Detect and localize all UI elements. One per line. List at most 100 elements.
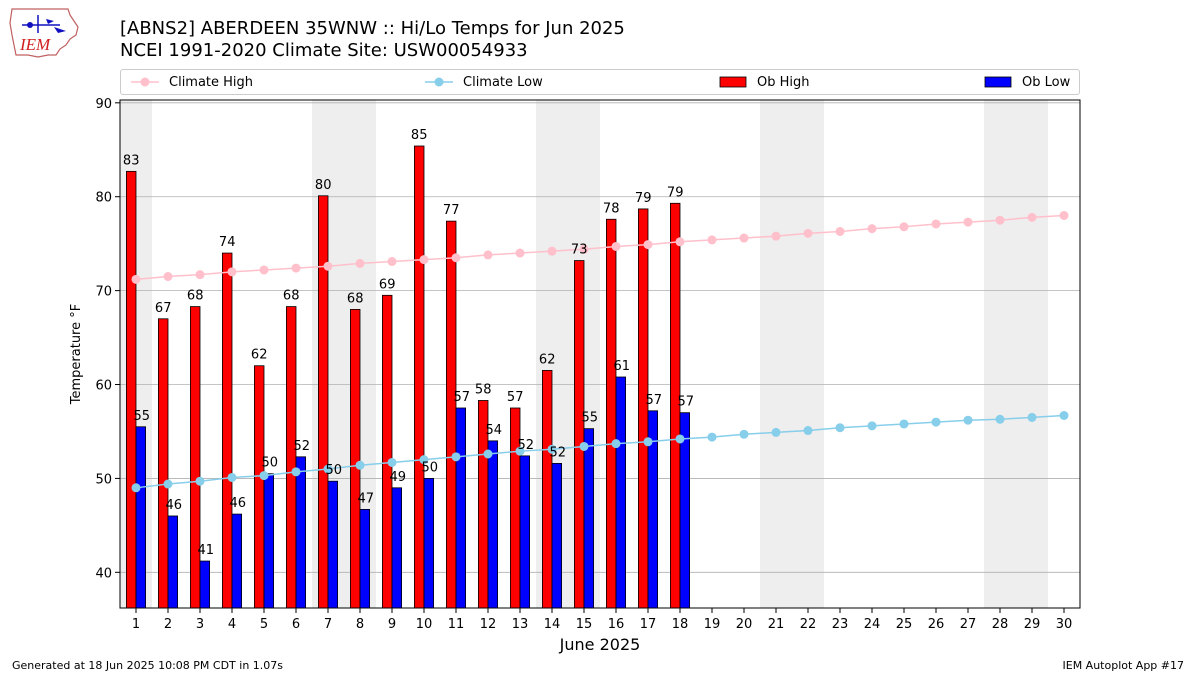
ob-high-value-label: 77 xyxy=(443,203,460,218)
climate-high-point xyxy=(995,215,1005,225)
climate-low-point xyxy=(739,429,749,439)
ob-high-bar xyxy=(285,306,297,609)
legend-item-climate-low: Climate Low xyxy=(425,70,543,94)
x-tick-label: 8 xyxy=(356,617,364,632)
ob-low-bar xyxy=(583,428,595,609)
generated-timestamp: Generated at 18 Jun 2025 10:08 PM CDT in… xyxy=(12,659,284,672)
x-tick-label: 23 xyxy=(832,617,849,632)
x-tick-label: 20 xyxy=(736,617,753,632)
weekend-band xyxy=(984,100,1016,608)
climate-high-point xyxy=(323,261,333,271)
ob-high-value-label: 74 xyxy=(219,235,236,250)
y-tick-label: 70 xyxy=(95,285,112,300)
x-axis-label: June 2025 xyxy=(559,635,641,654)
climate-low-point xyxy=(259,471,269,481)
climate-low-point xyxy=(483,449,493,459)
climate-high-point xyxy=(643,240,653,250)
climate-high-point xyxy=(227,267,237,277)
ob-high-bar xyxy=(606,218,617,609)
x-tick-label: 27 xyxy=(960,617,977,632)
ob-low-value-label: 52 xyxy=(518,438,535,453)
climate-high-line xyxy=(135,214,1065,281)
x-tick-label: 18 xyxy=(672,617,689,632)
ob-low-bar xyxy=(231,513,243,609)
climate-low-point xyxy=(963,415,973,425)
x-tick-label: 21 xyxy=(768,617,785,632)
ob-low-value-label: 55 xyxy=(582,411,599,426)
climate-high-point xyxy=(675,237,685,247)
ob-high-value-label: 79 xyxy=(635,191,652,206)
ob-high-bar xyxy=(157,318,169,609)
climate-low-point xyxy=(643,437,653,447)
ob-low-bar xyxy=(199,560,211,609)
ob-low-bar xyxy=(455,407,467,609)
x-tick-label: 17 xyxy=(640,617,657,632)
y-axis-label: Temperature °F xyxy=(69,304,84,405)
climate-high-point xyxy=(131,274,141,284)
climate-low-line xyxy=(135,414,1065,489)
ob-low-bar xyxy=(135,426,147,609)
climate-low-point xyxy=(291,467,301,477)
ob-high-value-label: 83 xyxy=(123,153,140,168)
ob-high-bar xyxy=(189,306,201,609)
climate-low-point xyxy=(835,423,845,433)
x-tick-label: 16 xyxy=(608,617,625,632)
ob-high-value-label: 58 xyxy=(475,382,492,397)
y-tick-label: 90 xyxy=(95,97,112,112)
climate-low-point xyxy=(675,434,685,444)
climate-low-point xyxy=(195,476,205,486)
climate-low-point xyxy=(931,417,941,427)
ob-low-value-label: 52 xyxy=(294,439,311,454)
ob-high-bar xyxy=(413,145,425,609)
climate-high-point xyxy=(867,224,877,234)
ob-high-bar xyxy=(445,220,457,609)
ob-low-value-label: 54 xyxy=(486,423,503,438)
y-tick-label: 40 xyxy=(95,566,112,581)
climate-low-line-swatch xyxy=(425,77,453,87)
x-tick-label: 24 xyxy=(864,617,881,632)
title-line-1: [ABNS2] ABERDEEN 35WNW :: Hi/Lo Temps fo… xyxy=(120,18,625,39)
ob-low-value-label: 61 xyxy=(614,359,631,374)
x-tick-label: 13 xyxy=(512,617,529,632)
ob-low-bar xyxy=(423,478,435,609)
y-tick-label: 50 xyxy=(95,472,112,487)
ob-low-bar xyxy=(615,376,627,609)
ob-low-bar xyxy=(263,473,275,609)
ob-high-bar xyxy=(317,195,329,609)
climate-high-point xyxy=(963,217,973,227)
ob-low-bar xyxy=(391,487,403,609)
climate-high-point xyxy=(515,248,525,258)
x-tick-label: 4 xyxy=(228,617,236,632)
climate-high-point xyxy=(291,263,301,273)
legend: Climate High Climate Low Ob High Ob Low xyxy=(120,69,1080,95)
x-tick-label: 28 xyxy=(992,617,1009,632)
climate-low-point xyxy=(131,483,141,493)
ob-low-value-label: 46 xyxy=(230,496,247,511)
ob-low-value-label: 52 xyxy=(550,445,567,460)
ob-high-value-label: 62 xyxy=(539,352,556,367)
climate-low-point xyxy=(547,444,557,454)
x-tick-label: 26 xyxy=(928,617,945,632)
climate-low-point xyxy=(1059,411,1069,421)
x-tick-label: 14 xyxy=(544,617,561,632)
ob-high-value-label: 80 xyxy=(315,178,332,193)
ob-low-value-label: 50 xyxy=(262,456,279,471)
climate-high-line-swatch xyxy=(131,77,159,87)
legend-label-climate-low: Climate Low xyxy=(463,74,543,90)
ob-low-value-label: 49 xyxy=(390,470,407,485)
ob-low-bar xyxy=(295,456,307,609)
ob-low-value-label: 50 xyxy=(326,463,343,478)
x-tick-label: 22 xyxy=(800,617,817,632)
plot-frame xyxy=(119,99,1081,609)
y-tick-label: 80 xyxy=(95,191,112,206)
x-tick-label: 29 xyxy=(1024,617,1041,632)
weekend-band xyxy=(1016,100,1048,608)
legend-label-ob-low: Ob Low xyxy=(1022,74,1071,90)
ob-low-bar xyxy=(359,509,371,609)
ob-high-bar xyxy=(638,208,649,609)
x-tick-label: 12 xyxy=(480,617,497,632)
ob-high-value-label: 78 xyxy=(603,201,620,216)
x-tick-label: 7 xyxy=(324,617,332,632)
x-tick-label: 19 xyxy=(704,617,721,632)
chart-title: [ABNS2] ABERDEEN 35WNW :: Hi/Lo Temps fo… xyxy=(120,18,625,62)
